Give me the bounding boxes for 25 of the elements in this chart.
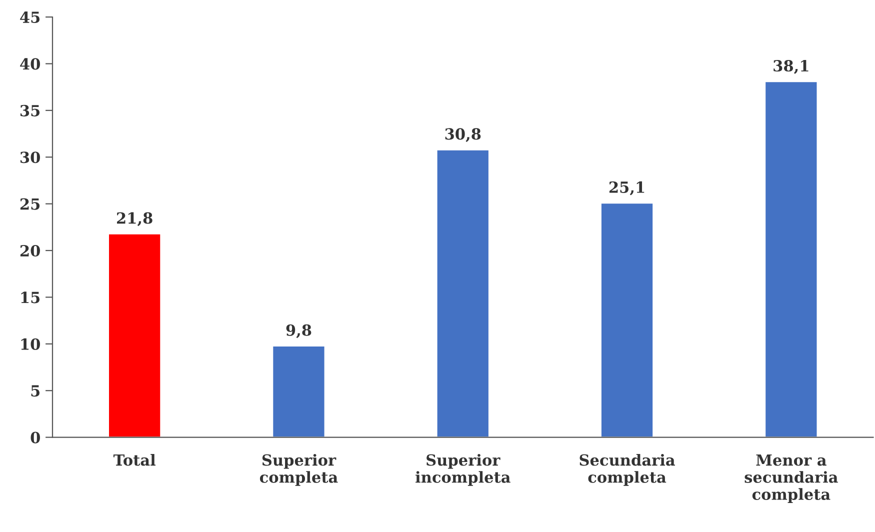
y-tick-label: 30	[20, 152, 40, 164]
data-label: 9,8	[286, 324, 312, 338]
data-label: 30,8	[445, 128, 481, 142]
bar	[436, 148, 490, 438]
y-tick-label: 0	[30, 432, 40, 444]
x-tick-label: Secundaria completa	[580, 454, 675, 486]
bar	[600, 202, 654, 438]
x-tick-label: Superior completa	[260, 454, 338, 486]
y-tick-label: 40	[20, 58, 40, 70]
data-label: 21,8	[116, 212, 152, 226]
y-tick-label: 45	[20, 11, 40, 24]
x-tick-label: Total	[113, 454, 156, 466]
y-tick-label: 10	[21, 338, 40, 350]
y-tick-label: 15	[21, 292, 40, 304]
data-label: 38,1	[774, 60, 808, 74]
x-tick-label: Superior incompleta	[416, 454, 510, 486]
y-tick-label: 35	[20, 104, 40, 116]
bar	[272, 345, 326, 438]
y-tick-label: 20	[20, 244, 40, 257]
y-tick-label: 25	[20, 198, 40, 210]
bar	[764, 80, 818, 438]
y-tick-label: 5	[31, 385, 40, 397]
x-tick-label: Menor a secundaria completa	[744, 454, 838, 503]
bar	[108, 233, 162, 438]
data-label: 25,1	[609, 181, 644, 196]
